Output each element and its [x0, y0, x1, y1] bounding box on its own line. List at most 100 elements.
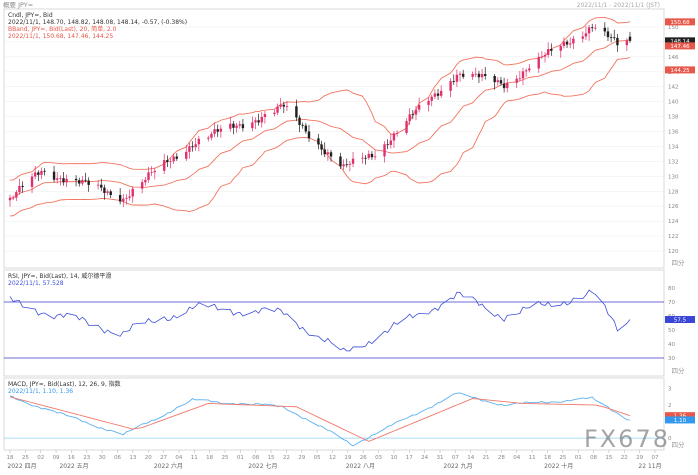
- macd-legend-line2: 2022/11/1, 1.10, 1.36: [8, 388, 73, 395]
- candle-body: [8, 197, 12, 201]
- x-day-tick: 13: [129, 455, 136, 461]
- x-day-tick: 26: [360, 455, 367, 461]
- candle-body: [603, 27, 607, 32]
- price-badge-text: 144.25: [670, 68, 690, 74]
- x-day-tick: 27: [160, 455, 167, 461]
- x-day-tick: 01: [575, 455, 582, 461]
- candle-body: [285, 106, 289, 108]
- x-day-tick: 08: [590, 455, 597, 461]
- candle-body: [383, 144, 386, 157]
- candle-body: [307, 131, 311, 139]
- candle-body: [502, 83, 506, 89]
- candle-body: [562, 41, 566, 47]
- candle-body: [550, 49, 553, 51]
- candle-body: [348, 163, 352, 165]
- x-day-tick: 21: [483, 455, 490, 461]
- rsi-badge: [665, 316, 695, 323]
- header-symbol: 概要 JPY=: [3, 0, 33, 9]
- x-day-tick: 01: [237, 455, 244, 461]
- candle-body: [188, 146, 191, 152]
- rsi-legend-line2: 2022/11/1, 57.528: [8, 280, 64, 287]
- candle-body: [543, 54, 547, 57]
- rsi-ytick: 50: [668, 328, 675, 334]
- x-day-tick: 22: [621, 455, 628, 461]
- macd-panel: [3, 377, 665, 451]
- rsi-legend-line1: RSI, JPY=, Bid(Last), 14, 威尔德平滑: [8, 272, 111, 280]
- x-day-tick: 07: [452, 455, 459, 461]
- x-month-label: 2022 五月: [59, 463, 88, 470]
- candle-body: [144, 179, 147, 183]
- candle-body: [81, 179, 84, 184]
- candle-body: [194, 144, 197, 148]
- candle-body: [430, 96, 433, 101]
- x-day-tick: 20: [145, 455, 152, 461]
- candle-body: [106, 191, 109, 193]
- price-ytick: 128: [668, 189, 679, 195]
- x-day-tick: 12: [329, 455, 336, 461]
- rsi-ytick: 70: [668, 300, 675, 306]
- x-month-label: 2022 十月: [544, 462, 573, 470]
- price-ytick: 122: [668, 234, 679, 240]
- macd-ytick: 3: [668, 387, 672, 393]
- candle-body: [559, 46, 562, 51]
- candle-body: [528, 68, 531, 71]
- x-day-tick: 18: [206, 455, 213, 461]
- candle-body: [524, 70, 528, 72]
- rsi-badge-text: 57.5: [674, 318, 687, 324]
- x-day-tick: 04: [513, 455, 520, 461]
- price-ytick: 136: [668, 130, 679, 136]
- price-ytick: 134: [668, 144, 679, 150]
- candle-body: [628, 36, 632, 41]
- price-ytick: 126: [668, 204, 679, 210]
- candle-body: [565, 41, 569, 45]
- candle-body: [613, 37, 616, 39]
- candle-body: [163, 160, 166, 171]
- x-month-label: 2022 九月: [443, 462, 472, 470]
- price-ytick: 120: [668, 249, 679, 255]
- candle-body: [207, 137, 210, 139]
- candle-body: [361, 157, 364, 159]
- candle-body: [276, 106, 279, 113]
- price-ytick: 140: [668, 100, 679, 106]
- candle-body: [62, 178, 65, 183]
- x-month-label: 2022 六月: [154, 462, 183, 470]
- bb-lower: [9, 57, 631, 217]
- x-day-tick: 19: [344, 455, 351, 461]
- candle-body: [279, 104, 282, 107]
- x-day-tick: 25: [22, 455, 29, 461]
- x-day-tick: 09: [53, 455, 60, 461]
- x-day-tick: 18: [544, 455, 551, 461]
- rsi-line: [9, 289, 631, 352]
- candle-body: [521, 71, 525, 79]
- candle-body: [40, 170, 43, 175]
- candle-body: [172, 156, 175, 162]
- candle-body: [131, 188, 134, 197]
- candle-body: [235, 125, 238, 128]
- candle-body: [417, 104, 421, 110]
- macd-badge: [665, 416, 695, 424]
- candle-body: [546, 49, 550, 55]
- candle-body: [326, 152, 330, 155]
- x-day-tick: 02: [37, 455, 44, 461]
- candle-body: [282, 104, 286, 107]
- bb-upper: [9, 16, 631, 181]
- x-day-tick: 17: [406, 455, 413, 461]
- x-day-tick: 05: [314, 455, 321, 461]
- candle-body: [33, 172, 37, 177]
- candle-body: [395, 132, 399, 134]
- candle-body: [515, 78, 518, 83]
- candle-body: [518, 78, 522, 80]
- candle-body: [65, 178, 68, 183]
- candle-body: [87, 180, 90, 185]
- x-day-tick: 25: [559, 455, 566, 461]
- candle-body: [52, 171, 56, 180]
- candle-body: [251, 122, 254, 129]
- candle-body: [317, 138, 320, 145]
- x-month-label: 2022 四月: [7, 463, 36, 470]
- candle-body: [496, 80, 500, 83]
- candle-body: [587, 27, 591, 34]
- candle-body: [452, 81, 455, 82]
- candle-body: [493, 76, 496, 83]
- x-month-label: 2022 七月: [248, 462, 277, 470]
